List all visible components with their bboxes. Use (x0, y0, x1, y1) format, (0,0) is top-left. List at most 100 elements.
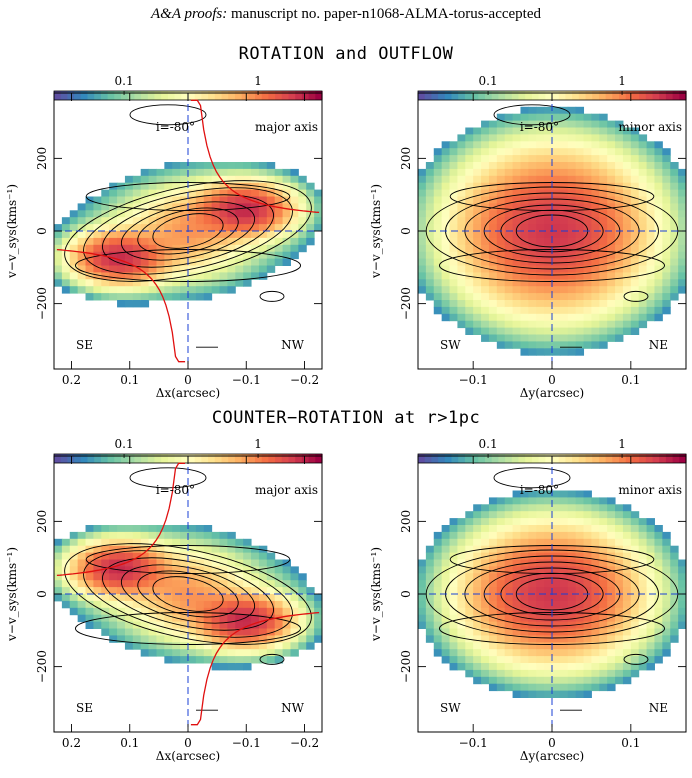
heatmap-cell (512, 162, 521, 170)
heatmap-cell (536, 272, 545, 280)
heatmap-cell (433, 251, 443, 260)
heatmap-cell (599, 237, 608, 246)
heatmap-cell (188, 279, 197, 287)
heatmap-cell (441, 306, 451, 315)
heatmap-cell (473, 141, 482, 149)
heatmap-cell (282, 614, 291, 623)
heatmap-cell (457, 614, 466, 623)
heatmap-cell (219, 607, 228, 616)
heatmap-cell (132, 293, 142, 301)
heatmap-cell (504, 251, 514, 260)
heatmap-cell (591, 511, 600, 519)
heatmap-cell (481, 141, 490, 149)
heatmap-cell (227, 258, 236, 266)
heatmap-cell (433, 649, 443, 657)
heatmap-cell (473, 628, 482, 636)
heatmap-cell (243, 538, 252, 547)
heatmap-cell (274, 217, 284, 225)
heatmap-cell (567, 676, 577, 685)
heatmap-cell (219, 272, 228, 280)
heatmap-cell (251, 614, 260, 623)
heatmap-cell (496, 127, 506, 135)
heatmap-cell (164, 559, 173, 567)
heatmap-cell (77, 210, 87, 218)
heatmap-cell (433, 224, 443, 232)
heatmap-cell (251, 217, 260, 225)
heatmap-cell (496, 258, 506, 266)
heatmap-cell (512, 621, 521, 629)
heatmap-cell (520, 182, 529, 191)
heatmap-cell (457, 237, 466, 246)
heatmap-cell (258, 621, 268, 629)
heatmap-cell (298, 231, 307, 239)
heatmap-cell (227, 210, 236, 218)
heatmap-cell (298, 182, 307, 191)
contour-line (129, 467, 207, 489)
heatmap-cell (449, 573, 458, 581)
heatmap-cell (93, 251, 102, 260)
heatmap-cell (258, 600, 268, 609)
contour-line (152, 576, 224, 612)
heatmap-cell (148, 580, 157, 588)
heatmap-cell (449, 182, 458, 191)
direction-label-left: SE (76, 338, 93, 352)
heatmap-cell (441, 635, 451, 643)
heatmap-cell (481, 293, 490, 301)
heatmap-cell (583, 141, 592, 149)
heatmap-cell (140, 635, 150, 643)
heatmap-cell (290, 600, 299, 609)
heatmap-cell (425, 594, 435, 602)
colorbar-swatch (431, 454, 439, 463)
heatmap-cell (536, 490, 545, 498)
heatmap-cell (528, 203, 537, 211)
heatmap-cell (132, 196, 142, 204)
heatmap-cell (662, 538, 671, 547)
heatmap-cell (520, 106, 529, 115)
heatmap-cell (591, 552, 600, 560)
heatmap-cell (559, 559, 569, 567)
heatmap-cell (290, 182, 299, 191)
heatmap-cell (266, 594, 276, 602)
heatmap-cell (425, 573, 435, 581)
heatmap-cell (512, 300, 521, 308)
heatmap-cell (552, 594, 561, 602)
heatmap-cell (258, 594, 268, 602)
heatmap-cell (274, 587, 284, 595)
heatmap-cell (552, 148, 561, 156)
heatmap-cell (481, 538, 490, 547)
heatmap-cell (211, 663, 221, 671)
heatmap-cell (654, 196, 663, 204)
heatmap-cell (670, 614, 679, 623)
heatmap-cell (227, 642, 236, 650)
heatmap-cell (622, 210, 632, 218)
heatmap-cell (465, 196, 474, 204)
heatmap-cell (481, 182, 490, 191)
heatmap-cell (298, 600, 307, 609)
colorbar-swatch (201, 91, 209, 100)
heatmap-cell (433, 196, 443, 204)
heatmap-cell (433, 148, 443, 156)
heatmap-cell (567, 669, 577, 678)
heatmap-cell (536, 127, 545, 135)
heatmap-cell (646, 141, 655, 149)
heatmap-cell (575, 676, 585, 685)
heatmap-cell (203, 628, 213, 636)
heatmap-cell (536, 607, 545, 616)
heatmap-cell (504, 607, 514, 616)
heatmap-cell (433, 587, 443, 595)
heatmap-cell (425, 182, 435, 191)
heatmap-cell (235, 663, 244, 671)
heatmap-cell (203, 258, 213, 266)
heatmap-cell (622, 141, 632, 149)
heatmap-cell (314, 607, 323, 616)
heatmap-cell (274, 566, 284, 574)
heatmap-cell (109, 196, 118, 204)
heatmap-cell (504, 545, 514, 554)
heatmap-cell (575, 272, 585, 280)
heatmap-cell (607, 600, 616, 609)
heatmap-cell (583, 127, 592, 135)
heatmap-cell (77, 552, 87, 560)
heatmap-cell (188, 614, 197, 623)
heatmap-cell (227, 573, 236, 581)
heatmap-cell (481, 258, 490, 266)
